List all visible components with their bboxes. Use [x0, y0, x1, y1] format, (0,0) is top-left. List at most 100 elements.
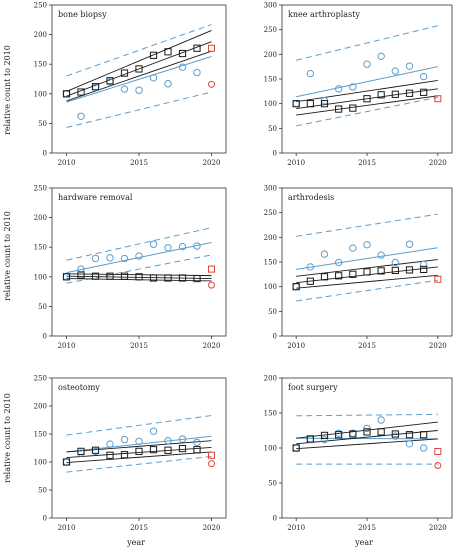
black-point: [292, 444, 300, 452]
blue-point: [391, 67, 400, 75]
x-tick-label: 2010: [58, 342, 76, 350]
blue-point: [349, 244, 357, 252]
red-point: [208, 281, 215, 289]
black-lower-bound: [66, 451, 212, 464]
y-tick-label: 0: [273, 515, 277, 523]
red-point: [208, 44, 215, 52]
x-tick-label: 2020: [203, 524, 221, 532]
panel-title: hardware removal: [58, 193, 133, 202]
blue-point: [149, 74, 158, 82]
y-tick-label: 150: [34, 244, 47, 252]
black-point: [363, 268, 371, 276]
blue-lower-bound: [296, 96, 438, 127]
blue-point: [106, 254, 114, 262]
black-point: [120, 272, 129, 280]
blue-point: [363, 60, 371, 68]
black-point: [62, 90, 71, 98]
x-tick-label: 2020: [203, 159, 221, 167]
black-point: [405, 89, 414, 97]
black-fit-line: [296, 430, 438, 445]
y-tick-label: 250: [264, 209, 277, 217]
black-point: [91, 446, 100, 454]
x-tick-label: 2010: [58, 159, 76, 167]
x-tick-label: 2010: [287, 159, 305, 167]
panel-frame: [51, 187, 227, 337]
y-axis-labels: relative count to 2010 relative count to…: [3, 45, 12, 483]
blue-point: [377, 52, 385, 61]
blue-point: [135, 437, 143, 445]
blue-point: [306, 263, 315, 271]
black-point: [135, 273, 143, 281]
x-axis-labels: year year: [126, 538, 373, 547]
y-tick-label: 50: [38, 120, 47, 128]
black-point: [306, 100, 314, 108]
panel-frame: [281, 4, 453, 154]
blue-point: [292, 444, 300, 452]
blue-fit-line: [296, 66, 438, 98]
x-tick-label: 2015: [130, 159, 148, 167]
black-upper-bound: [296, 259, 438, 277]
black-point: [164, 446, 172, 454]
panels: 0 50 100 150 200 250 2010 2015 2020 bone biopsy 0 5…: [34, 2, 453, 532]
blue-upper-bound: [296, 25, 438, 61]
black-point: [120, 451, 129, 459]
y-tick-label: 100: [264, 445, 277, 453]
black-point: [349, 104, 357, 112]
red-point: [208, 451, 215, 459]
blue-point: [178, 435, 187, 443]
black-point: [420, 431, 428, 439]
y-tick-label: 150: [34, 431, 47, 439]
blue-point: [363, 241, 371, 249]
blue-point: [193, 242, 201, 250]
y-tick-label: 300: [264, 185, 277, 193]
blue-point: [120, 85, 129, 93]
y-tick-label: 200: [264, 375, 277, 383]
black-point: [62, 458, 71, 466]
x-tick-label: 2015: [130, 524, 148, 532]
black-point: [193, 44, 201, 52]
blue-point: [334, 85, 343, 93]
black-point: [377, 91, 385, 99]
black-point: [391, 90, 399, 98]
x-tick-label: 2015: [358, 159, 376, 167]
black-point: [77, 271, 85, 279]
panel-title: osteotomy: [58, 383, 100, 392]
blue-lower-bound: [66, 91, 212, 129]
panel-2: 0 50 100 150 200 250 300 2010 2015 2020 knee arthr…: [264, 2, 453, 167]
panel-4: 0 50 100 150 200 250 300 2010 2015 2020 arthrodesi…: [264, 185, 453, 350]
blue-fit-line: [66, 241, 212, 274]
black-point: [77, 88, 85, 96]
y-tick-label: 50: [38, 303, 47, 311]
black-point: [178, 49, 187, 58]
x-tick-label: 2015: [358, 524, 376, 532]
black-point: [135, 447, 143, 455]
blue-lower-bound: [296, 279, 438, 302]
black-lower-bound: [296, 95, 438, 116]
black-point: [292, 283, 300, 291]
black-point: [106, 77, 114, 85]
black-point: [335, 272, 343, 280]
y-tick-label: 0: [43, 150, 47, 158]
blue-point: [405, 240, 414, 248]
blue-point: [149, 240, 158, 248]
xlabel-left: year: [126, 538, 145, 547]
x-tick-label: 2020: [429, 524, 447, 532]
panel-6: 0 50 100 150 200 2010 2015 2020 foot surgery: [264, 375, 453, 532]
y-tick-label: 150: [264, 410, 277, 418]
y-tick-label: 200: [34, 214, 47, 222]
blue-point: [135, 86, 143, 94]
blue-upper-bound: [66, 415, 212, 436]
y-tick-label: 50: [268, 125, 277, 133]
y-tick-label: 50: [38, 487, 47, 495]
black-point: [349, 270, 357, 278]
black-upper-bound: [66, 440, 212, 453]
blue-point: [419, 260, 428, 269]
blue-point: [120, 254, 129, 263]
blue-point: [149, 427, 158, 435]
panel-1: 0 50 100 150 200 250 2010 2015 2020 bone biopsy: [34, 2, 227, 167]
y-tick-label: 150: [264, 259, 277, 267]
panel-5: 0 50 100 150 200 250 2010 2015 2020 osteotomy: [34, 375, 227, 532]
x-tick-label: 2010: [287, 342, 305, 350]
blue-fit-line: [296, 247, 438, 270]
red-point: [434, 462, 442, 469]
